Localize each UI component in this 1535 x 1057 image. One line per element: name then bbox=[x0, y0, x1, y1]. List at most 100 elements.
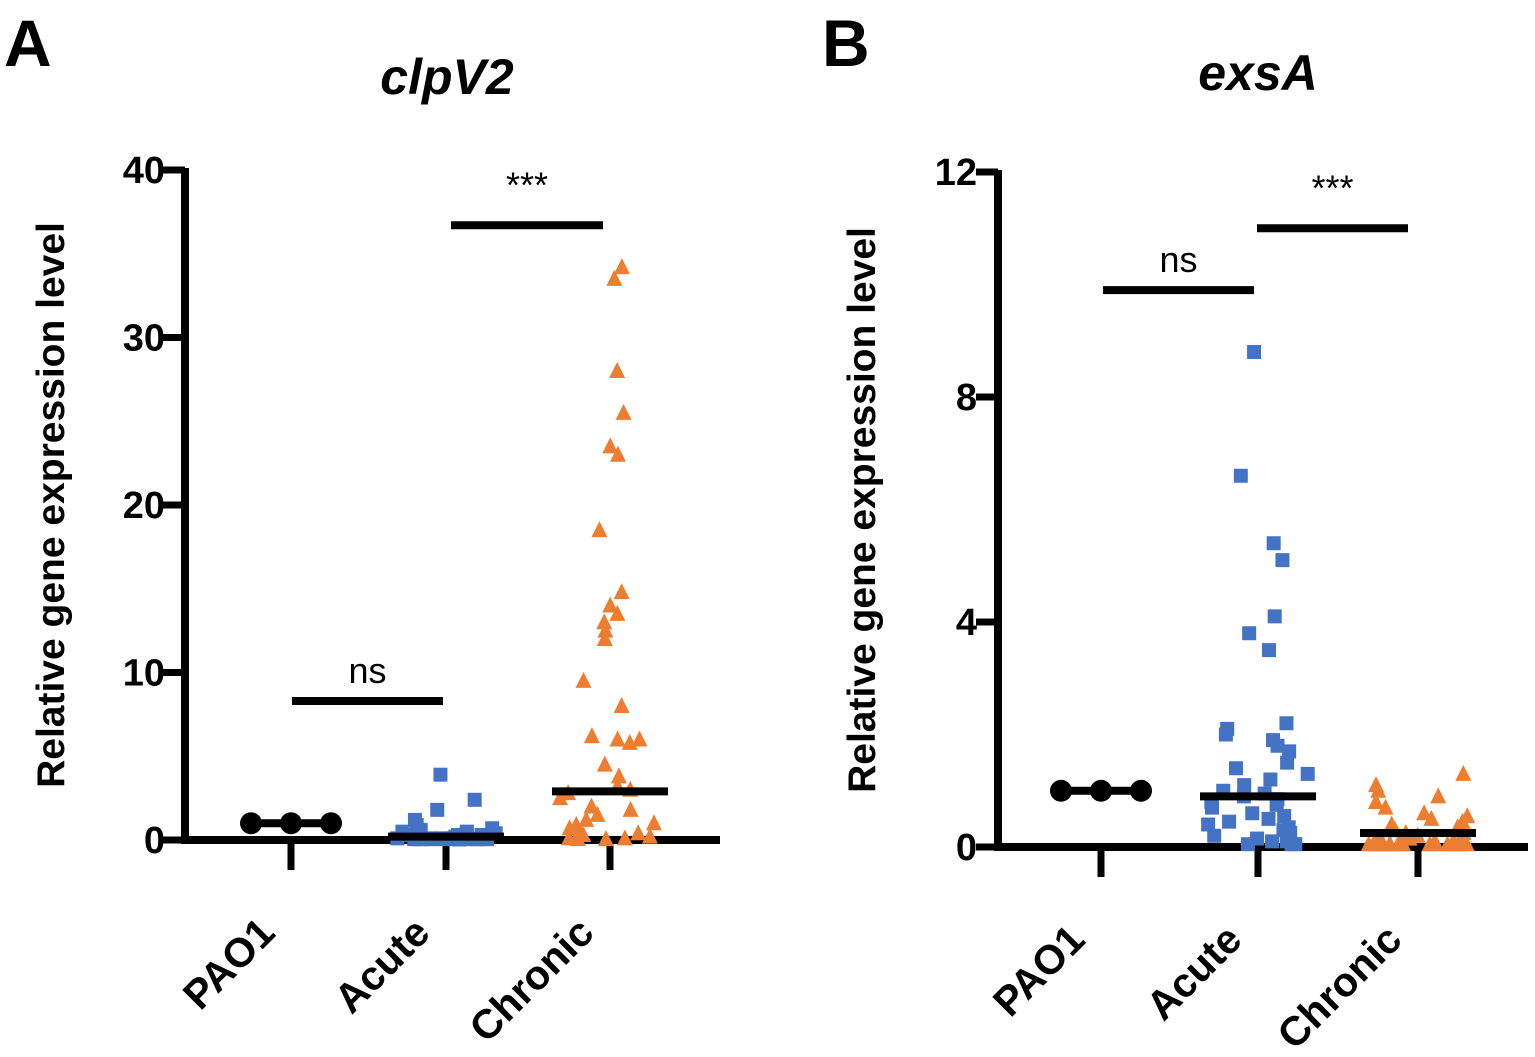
data-point bbox=[606, 269, 623, 286]
x-tick-label: PAO1 bbox=[984, 916, 1093, 1025]
data-point bbox=[1288, 837, 1303, 852]
data-point bbox=[1247, 345, 1262, 359]
data-point bbox=[1275, 553, 1290, 568]
y-tick-label: 20 bbox=[123, 485, 165, 527]
data-point bbox=[1416, 804, 1433, 821]
chart-title: exsA bbox=[1198, 45, 1318, 101]
data-point bbox=[1375, 835, 1392, 852]
data-point bbox=[1207, 828, 1222, 843]
data-point bbox=[561, 819, 578, 836]
chart-title: clpV2 bbox=[380, 49, 514, 105]
data-point bbox=[1240, 837, 1255, 852]
data-point bbox=[433, 767, 448, 782]
data-point bbox=[552, 789, 569, 806]
y-tick-label: 8 bbox=[956, 377, 977, 419]
y-tick-label: 40 bbox=[123, 150, 165, 192]
significance-label: *** bbox=[1311, 167, 1353, 208]
y-tick-label: 12 bbox=[935, 152, 977, 194]
data-point bbox=[1280, 755, 1295, 770]
data-point bbox=[613, 258, 630, 275]
data-point bbox=[570, 830, 587, 847]
data-point bbox=[1269, 797, 1284, 812]
data-point bbox=[1423, 809, 1440, 826]
data-point bbox=[1245, 806, 1260, 821]
data-point bbox=[596, 630, 613, 646]
panel-a: A clpV2 Relative gene expression level 0… bbox=[4, 6, 720, 1051]
panel-letter: A bbox=[4, 6, 52, 80]
data-point bbox=[610, 767, 627, 784]
data-point bbox=[591, 521, 608, 538]
data-point bbox=[613, 697, 630, 713]
data-point bbox=[631, 730, 648, 747]
x-tick-label: Chronic bbox=[1268, 916, 1410, 1057]
data-point bbox=[602, 596, 619, 613]
data-point bbox=[1367, 793, 1384, 809]
x-tick-label: Acute bbox=[325, 909, 438, 1022]
data-point bbox=[609, 445, 626, 462]
data-point bbox=[597, 830, 614, 847]
data-point bbox=[645, 814, 662, 831]
y-tick-label: 0 bbox=[144, 820, 165, 862]
data-point bbox=[1450, 835, 1467, 852]
data-point bbox=[1266, 536, 1281, 551]
data-point bbox=[616, 829, 633, 846]
data-point bbox=[1455, 764, 1472, 781]
data-point bbox=[1430, 787, 1447, 804]
data-point bbox=[602, 437, 619, 454]
data-point bbox=[622, 800, 639, 817]
data-point bbox=[575, 671, 592, 688]
significance-label: ns bbox=[1159, 239, 1197, 280]
data-point bbox=[1300, 766, 1315, 781]
data-point bbox=[1222, 814, 1237, 829]
data-point bbox=[596, 613, 613, 630]
data-point bbox=[597, 621, 614, 638]
panel-b: B exsA Relative gene expression level 0 4… bbox=[822, 6, 1528, 1057]
data-point bbox=[1377, 798, 1394, 815]
data-point bbox=[609, 362, 626, 378]
data-point bbox=[430, 802, 445, 817]
data-point bbox=[589, 805, 606, 822]
panel-letter: B bbox=[822, 6, 870, 80]
y-tick-label: 30 bbox=[123, 318, 165, 360]
data-point bbox=[613, 583, 630, 600]
y-tick-label: 4 bbox=[956, 602, 977, 644]
data-point bbox=[1277, 809, 1292, 824]
data-point bbox=[1439, 835, 1456, 852]
data-point bbox=[467, 792, 482, 807]
significance-label: ns bbox=[348, 650, 386, 691]
data-point bbox=[1261, 643, 1276, 658]
data-point bbox=[1270, 738, 1285, 753]
data-point bbox=[1218, 727, 1233, 742]
data-point bbox=[1279, 716, 1294, 731]
y-tick-label: 0 bbox=[956, 827, 977, 869]
data-point bbox=[1263, 772, 1278, 787]
data-point bbox=[609, 730, 626, 747]
data-point bbox=[615, 403, 632, 420]
y-axis-label: Relative gene expression level bbox=[30, 222, 73, 788]
data-point bbox=[1282, 744, 1297, 759]
y-axis-label: Relative gene expression level bbox=[841, 227, 884, 793]
data-point bbox=[621, 733, 638, 750]
data-point bbox=[1201, 817, 1216, 832]
data-point bbox=[1205, 800, 1220, 815]
x-tick-label: Chronic bbox=[460, 909, 602, 1051]
significance-label: *** bbox=[506, 164, 548, 205]
data-point bbox=[1237, 778, 1252, 793]
data-point bbox=[583, 797, 600, 814]
data-point bbox=[1267, 609, 1282, 624]
data-point bbox=[1370, 781, 1387, 798]
data-point bbox=[583, 727, 600, 744]
x-tick-label: PAO1 bbox=[174, 909, 283, 1018]
y-tick-label: 10 bbox=[123, 653, 165, 695]
data-point bbox=[1228, 761, 1243, 776]
data-point bbox=[596, 755, 613, 772]
data-point bbox=[1426, 835, 1443, 852]
data-point bbox=[1242, 626, 1257, 641]
data-point bbox=[1233, 468, 1248, 483]
data-point bbox=[1395, 835, 1412, 852]
x-tick-label: Acute bbox=[1137, 916, 1250, 1029]
data-point bbox=[1265, 834, 1280, 849]
data-point bbox=[641, 827, 658, 844]
data-point bbox=[609, 604, 626, 621]
